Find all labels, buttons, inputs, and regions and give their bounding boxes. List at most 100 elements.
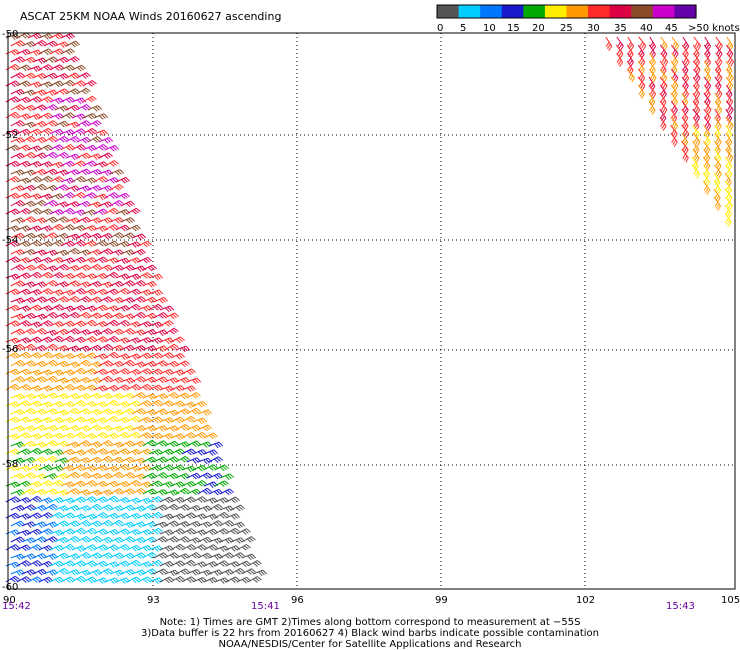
wind-barb: [49, 529, 65, 537]
wind-barb: [153, 329, 169, 336]
wind-barb: [627, 36, 635, 51]
wind-barb-swath-left: [5, 32, 268, 584]
wind-barb: [32, 504, 47, 512]
wind-barb: [137, 432, 152, 439]
wind-barb: [192, 480, 207, 487]
wind-barb: [725, 84, 733, 99]
wind-barb: [715, 52, 723, 67]
wind-barb: [170, 448, 185, 455]
wind-barb: [76, 393, 92, 400]
wind-barb: [153, 440, 168, 447]
wind-barb: [5, 160, 20, 168]
wind-barb: [43, 168, 58, 176]
wind-barb: [82, 257, 98, 264]
wind-barb: [142, 456, 157, 464]
wind-barb: [10, 88, 25, 96]
wind-barb: [10, 425, 26, 433]
wind-barb: [186, 569, 202, 576]
wind-barb: [660, 36, 668, 51]
wind-barb: [208, 456, 223, 463]
wind-barb: [142, 393, 158, 401]
wind-barb: [131, 296, 146, 303]
wind-barb: [21, 249, 37, 256]
wind-barb: [159, 337, 175, 345]
wind-barb: [186, 424, 201, 432]
wind-barb: [104, 271, 119, 279]
wind-barb: [38, 432, 53, 439]
wind-barb: [714, 60, 722, 75]
wind-barb: [16, 576, 31, 583]
wind-barb: [54, 88, 69, 95]
wind-barb: [131, 569, 147, 577]
wind-barb: [126, 544, 141, 552]
wind-barb: [5, 464, 21, 472]
wind-barb: [109, 169, 125, 176]
wind-barb: [87, 153, 103, 160]
wind-barb: [153, 296, 168, 304]
wind-barb: [159, 400, 174, 407]
wind-barb: [175, 487, 190, 495]
wind-barb: [208, 537, 224, 545]
wind-barb: [164, 536, 179, 543]
wind-barb: [126, 415, 141, 423]
wind-barb: [208, 488, 223, 496]
wind-barb: [27, 352, 42, 359]
wind-barb: [76, 472, 91, 479]
wind-barb: [703, 100, 712, 115]
wind-barb: [137, 352, 152, 360]
wind-barb: [38, 64, 53, 71]
wind-barb: [32, 456, 47, 464]
wind-barb: [71, 513, 87, 521]
wind-barb: [32, 199, 47, 207]
wind-barb: [725, 148, 734, 163]
wind-barb: [702, 140, 711, 155]
wind-barb: [670, 116, 679, 131]
wind-barb: [164, 327, 179, 335]
wind-barb: [137, 383, 152, 391]
wind-barb: [32, 296, 47, 303]
wind-barb: [692, 116, 700, 131]
wind-barb: [120, 359, 135, 367]
wind-barb: [704, 68, 712, 83]
wind-barb: [38, 161, 54, 168]
wind-barb: [104, 465, 120, 473]
wind-barb: [60, 129, 76, 136]
wind-barb: [87, 409, 103, 416]
wind-barb: [65, 569, 81, 576]
wind-barb: [43, 488, 58, 495]
wind-barb: [87, 201, 103, 209]
wind-barb: [230, 537, 246, 544]
wind-barb: [241, 536, 256, 543]
wind-barb: [21, 232, 36, 240]
wind-barb: [714, 148, 722, 163]
wind-barb: [186, 537, 202, 544]
wind-barb: [32, 263, 47, 271]
lon-label: 90: [3, 595, 16, 606]
wind-barb: [104, 192, 119, 199]
colorbar-border: [436, 4, 697, 19]
wind-barb: [32, 441, 48, 449]
lon-label: 105: [721, 595, 740, 606]
wind-barb: [21, 569, 37, 576]
wind-barb: [159, 529, 175, 536]
wind-barb: [5, 544, 20, 551]
wind-barb: [5, 128, 20, 136]
wind-barb: [703, 92, 711, 107]
wind-barb: [87, 136, 102, 143]
wind-barb: [21, 281, 37, 288]
wind-barb: [49, 352, 64, 360]
wind-barb: [65, 135, 80, 143]
wind-barb: [49, 479, 64, 487]
wind-barb: [65, 264, 81, 272]
wind-barb: [21, 56, 36, 64]
wind-barb: [93, 304, 108, 312]
wind-barb: [82, 401, 98, 408]
wind-barb: [10, 152, 25, 160]
wind-barb: [5, 208, 20, 216]
wind-barb: [175, 423, 190, 431]
wind-barb: [5, 352, 20, 359]
wind-barb: [148, 416, 163, 424]
wind-barb: [32, 152, 47, 159]
wind-barb: [87, 489, 103, 497]
wind-barb: [71, 239, 86, 247]
